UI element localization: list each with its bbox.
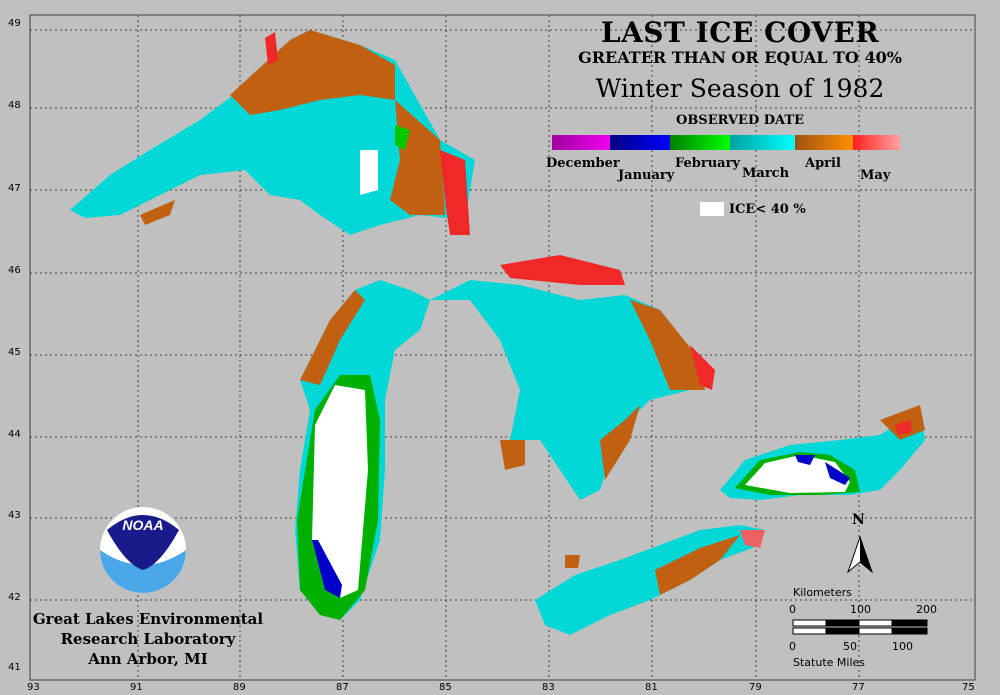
north-label: N	[852, 512, 865, 528]
org-line-3: Ann Arbor, MI	[88, 650, 208, 668]
lake-huron	[430, 255, 715, 500]
legend-label-december: December	[546, 156, 620, 171]
scale-mi-tick: 50	[843, 640, 857, 653]
lon-tick: 87	[336, 682, 349, 693]
lat-tick: 45	[8, 347, 21, 358]
legend-ice-label: ICE< 40 %	[729, 202, 806, 217]
lat-tick: 41	[8, 662, 21, 673]
lat-tick: 47	[8, 183, 21, 194]
lat-tick: 48	[8, 100, 21, 111]
legend-swatch-february	[670, 135, 730, 150]
legend-heading: OBSERVED DATE	[676, 113, 804, 128]
noaa-logo-text: NOAA	[122, 517, 164, 533]
legend-swatch-may	[853, 135, 900, 150]
lake-erie	[535, 525, 765, 635]
lon-tick: 85	[439, 682, 452, 693]
lake-superior	[70, 30, 475, 235]
legend-label-april: April	[805, 156, 841, 171]
title-line-3: Winter Season of 1982	[595, 74, 885, 103]
north-arrow-icon	[846, 535, 874, 574]
lon-tick: 81	[645, 682, 658, 693]
lat-tick: 46	[8, 265, 21, 276]
scale-km-tick: 200	[916, 603, 937, 616]
scale-km-tick: 100	[850, 603, 871, 616]
lake-michigan	[295, 280, 430, 620]
lon-tick: 93	[27, 682, 40, 693]
legend-swatch-december	[552, 135, 610, 150]
org-line-1: Great Lakes Environmental	[32, 610, 264, 628]
scale-bar	[792, 619, 928, 635]
scale-km-label: Kilometers	[793, 586, 852, 599]
legend-swatch-april	[795, 135, 853, 150]
org-line-2: Research Laboratory	[60, 630, 236, 648]
lat-tick: 42	[8, 592, 21, 603]
lon-tick: 75	[962, 682, 975, 693]
lat-tick: 43	[8, 510, 21, 521]
title-line-2: GREATER THAN OR EQUAL TO 40%	[578, 48, 902, 67]
scale-mi-tick: 100	[892, 640, 913, 653]
legend-swatch-january	[610, 135, 670, 150]
legend-ice-swatch	[700, 202, 724, 216]
scale-km-tick: 0	[789, 603, 796, 616]
title-line-1: LAST ICE COVER	[600, 16, 880, 49]
scale-mi-label: Statute Miles	[793, 656, 865, 669]
lon-tick: 89	[233, 682, 246, 693]
legend-swatch-march	[730, 135, 795, 150]
scale-mi-tick: 0	[789, 640, 796, 653]
legend-label-february: February	[675, 156, 741, 171]
legend-color-bar	[552, 135, 900, 150]
lon-tick: 79	[749, 682, 762, 693]
noaa-logo-icon	[100, 507, 186, 593]
lon-tick: 91	[130, 682, 143, 693]
lon-tick: 77	[852, 682, 865, 693]
lon-tick: 83	[542, 682, 555, 693]
legend-label-may: May	[860, 168, 891, 183]
legend-label-march: March	[742, 166, 790, 181]
lat-tick: 49	[8, 18, 21, 29]
lat-tick: 44	[8, 429, 21, 440]
lake-ontario	[720, 405, 925, 500]
legend-label-january: January	[618, 168, 675, 183]
